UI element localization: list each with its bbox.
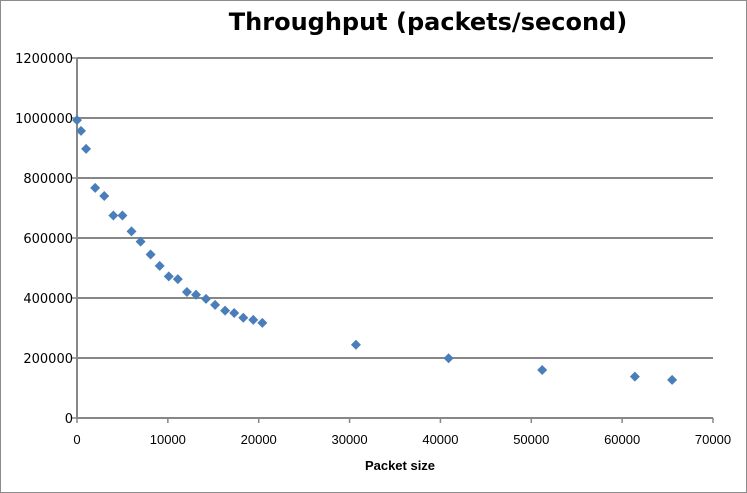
y-tick-label: 800000 bbox=[23, 172, 73, 187]
y-tick-label: 400000 bbox=[23, 292, 73, 307]
x-tick-label: 70000 bbox=[695, 432, 731, 447]
x-tick-label: 50000 bbox=[513, 432, 549, 447]
data-point-diamond bbox=[443, 353, 454, 364]
data-point-diamond bbox=[154, 260, 165, 271]
data-point-diamond bbox=[72, 115, 82, 126]
y-tick-label: 1200000 bbox=[15, 52, 73, 67]
data-point-diamond bbox=[191, 289, 202, 300]
x-tick-label: 60000 bbox=[604, 432, 640, 447]
data-point-diamond bbox=[667, 374, 678, 385]
y-tick-label: 600000 bbox=[23, 232, 73, 247]
x-tick-label: 20000 bbox=[241, 432, 277, 447]
data-point-diamond bbox=[248, 314, 259, 325]
data-point-diamond bbox=[90, 182, 101, 193]
y-tick-label: 1000000 bbox=[15, 112, 73, 127]
data-point-diamond bbox=[537, 365, 548, 375]
data-point-diamond bbox=[81, 143, 92, 154]
data-point-diamond bbox=[210, 299, 221, 310]
chart-title: Throughput (packets/second) bbox=[228, 8, 628, 36]
data-point-diamond bbox=[99, 191, 110, 201]
data-point-diamond bbox=[117, 210, 128, 221]
data-point-diamond bbox=[629, 371, 640, 382]
data-point-diamond bbox=[350, 339, 361, 350]
data-point-diamond bbox=[229, 308, 240, 318]
x-axis-label: Packet size bbox=[364, 458, 436, 473]
data-point-diamond bbox=[181, 287, 192, 297]
y-tick-label: 200000 bbox=[23, 352, 73, 367]
x-tick-label: 10000 bbox=[150, 432, 186, 447]
data-point-diamond bbox=[145, 249, 156, 260]
data-point-diamond bbox=[257, 317, 268, 328]
x-tick-label: 40000 bbox=[422, 432, 458, 447]
y-tick-label: 0 bbox=[65, 412, 73, 427]
data-point-diamond bbox=[201, 293, 212, 304]
data-point-diamond bbox=[108, 210, 119, 221]
data-point-diamond bbox=[172, 274, 183, 285]
data-point-diamond bbox=[126, 226, 137, 237]
data-point-diamond bbox=[135, 236, 146, 247]
x-tick-label: 30000 bbox=[331, 432, 367, 447]
data-point-diamond bbox=[75, 125, 86, 136]
data-point-diamond bbox=[220, 305, 231, 316]
x-tick-label: 0 bbox=[73, 432, 80, 447]
data-point-diamond bbox=[163, 271, 174, 282]
data-point-diamond bbox=[238, 312, 249, 323]
